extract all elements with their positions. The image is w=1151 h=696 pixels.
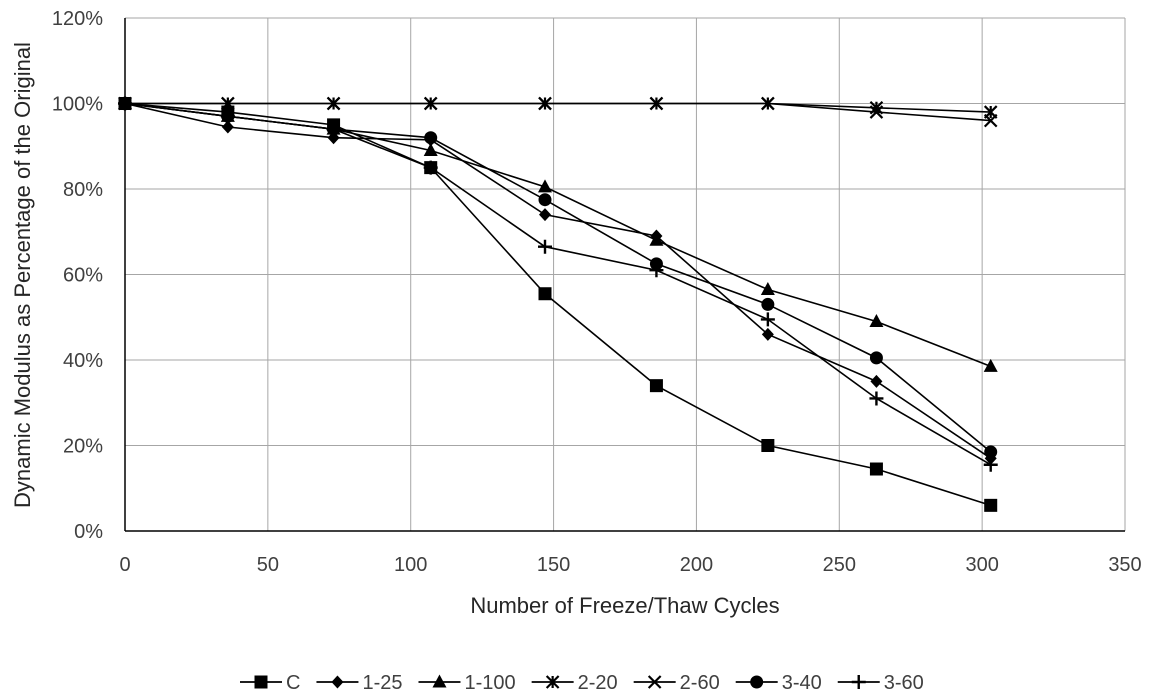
data-point-3-40 xyxy=(538,193,552,207)
legend-item-1-100: 1-100 xyxy=(418,672,516,694)
data-point-3-40 xyxy=(761,297,775,311)
data-point-3-40 xyxy=(984,445,998,459)
data-point-2-60 xyxy=(221,96,235,111)
legend-label: 1-25 xyxy=(362,672,402,694)
data-point-3-60 xyxy=(869,391,884,406)
data-point-C xyxy=(649,379,663,393)
data-point-2-60 xyxy=(423,96,438,111)
data-point-3-60 xyxy=(220,109,235,124)
legend-item-3-60: 3-60 xyxy=(837,672,924,694)
data-point-3-60 xyxy=(538,239,552,254)
data-point-C xyxy=(869,462,883,476)
data-point-2-60 xyxy=(326,96,341,111)
data-point-1-25 xyxy=(761,327,774,341)
series-1-25 xyxy=(119,97,997,465)
data-point-1-100 xyxy=(423,143,438,157)
series-line-1-25 xyxy=(124,102,992,459)
data-point-2-60 xyxy=(761,96,775,111)
data-point-3-40 xyxy=(869,351,883,365)
legend-label: 1-100 xyxy=(464,672,515,694)
x-axis-title: Number of Freeze/Thaw Cycles xyxy=(470,593,779,618)
data-point-3-60 xyxy=(983,457,998,472)
y-tick-label: 20% xyxy=(63,436,103,458)
data-point-3-60 xyxy=(326,122,341,137)
legend-item-C: C xyxy=(240,672,300,694)
legend-marker xyxy=(331,675,344,689)
legend-marker xyxy=(545,675,560,689)
data-point-2-60 xyxy=(649,96,664,111)
series-line-3-60 xyxy=(124,102,992,466)
data-point-1-25 xyxy=(221,120,234,134)
data-point-2-60 xyxy=(538,96,552,111)
data-point-C xyxy=(761,439,775,452)
data-point-1-100 xyxy=(760,281,775,295)
data-point-1-100 xyxy=(983,358,998,372)
series-line-1-100 xyxy=(124,102,992,368)
gridlines xyxy=(125,17,1126,531)
x-tick-label: 150 xyxy=(537,554,570,576)
y-tick-label: 0% xyxy=(74,521,103,543)
data-point-3-60 xyxy=(760,312,775,327)
legend-label: C xyxy=(286,672,300,694)
series-line-2-60 xyxy=(125,102,991,122)
legend-marker xyxy=(254,675,268,689)
data-series xyxy=(118,96,998,512)
x-tick-label: 0 xyxy=(119,554,130,576)
data-point-2-60 xyxy=(869,105,884,119)
legend-label: 3-40 xyxy=(782,672,822,694)
x-tick-label: 250 xyxy=(823,554,856,576)
data-point-C xyxy=(538,287,552,301)
legend-marker xyxy=(851,675,866,689)
data-point-C xyxy=(984,498,998,512)
y-axis-title: Dynamic Modulus as Percentage of the Ori… xyxy=(10,42,35,508)
y-tick-label: 120% xyxy=(52,8,103,30)
series-1-100 xyxy=(118,96,998,372)
y-tick-label: 100% xyxy=(52,94,103,116)
data-point-3-60 xyxy=(118,96,132,111)
series-line-3-40 xyxy=(124,102,992,453)
legend: C 1-25 1-100 2-20 2-60 3-40 3-60 xyxy=(240,672,924,694)
series-C xyxy=(118,97,998,512)
series-2-60 xyxy=(118,96,998,128)
data-point-3-60 xyxy=(649,263,664,278)
data-point-2-60 xyxy=(983,113,998,128)
data-point-1-25 xyxy=(539,208,551,222)
data-point-1-100 xyxy=(869,314,884,328)
data-point-3-40 xyxy=(424,131,438,145)
x-tick-label: 350 xyxy=(1108,554,1141,576)
legend-label: 2-20 xyxy=(578,672,618,694)
tick-labels: 0% 20% 40% 60% 80% 100% 120% 0 50 100 150 200 250 300… xyxy=(52,8,1142,576)
series-3-60 xyxy=(118,96,998,472)
y-tick-label: 40% xyxy=(63,350,103,372)
y-tick-label: 60% xyxy=(63,265,103,287)
x-tick-label: 100 xyxy=(394,554,427,576)
legend-label: 2-60 xyxy=(680,672,720,694)
legend-marker xyxy=(432,674,447,688)
legend-item-2-20: 2-20 xyxy=(531,672,618,694)
legend-marker xyxy=(750,675,764,689)
data-point-1-100 xyxy=(649,232,664,246)
data-point-1-25 xyxy=(870,374,883,388)
series-3-40 xyxy=(118,97,998,459)
data-point-1-100 xyxy=(538,179,552,193)
legend-item-2-60: 2-60 xyxy=(633,672,720,694)
legend-label: 3-60 xyxy=(884,672,924,694)
legend-item-1-25: 1-25 xyxy=(316,672,402,694)
legend-marker xyxy=(647,675,662,689)
x-tick-label: 50 xyxy=(257,554,279,576)
x-tick-label: 200 xyxy=(680,554,713,576)
x-tick-label: 300 xyxy=(965,554,998,576)
data-point-3-60 xyxy=(423,160,438,175)
legend-item-3-40: 3-40 xyxy=(735,672,822,694)
y-tick-label: 80% xyxy=(63,179,103,201)
